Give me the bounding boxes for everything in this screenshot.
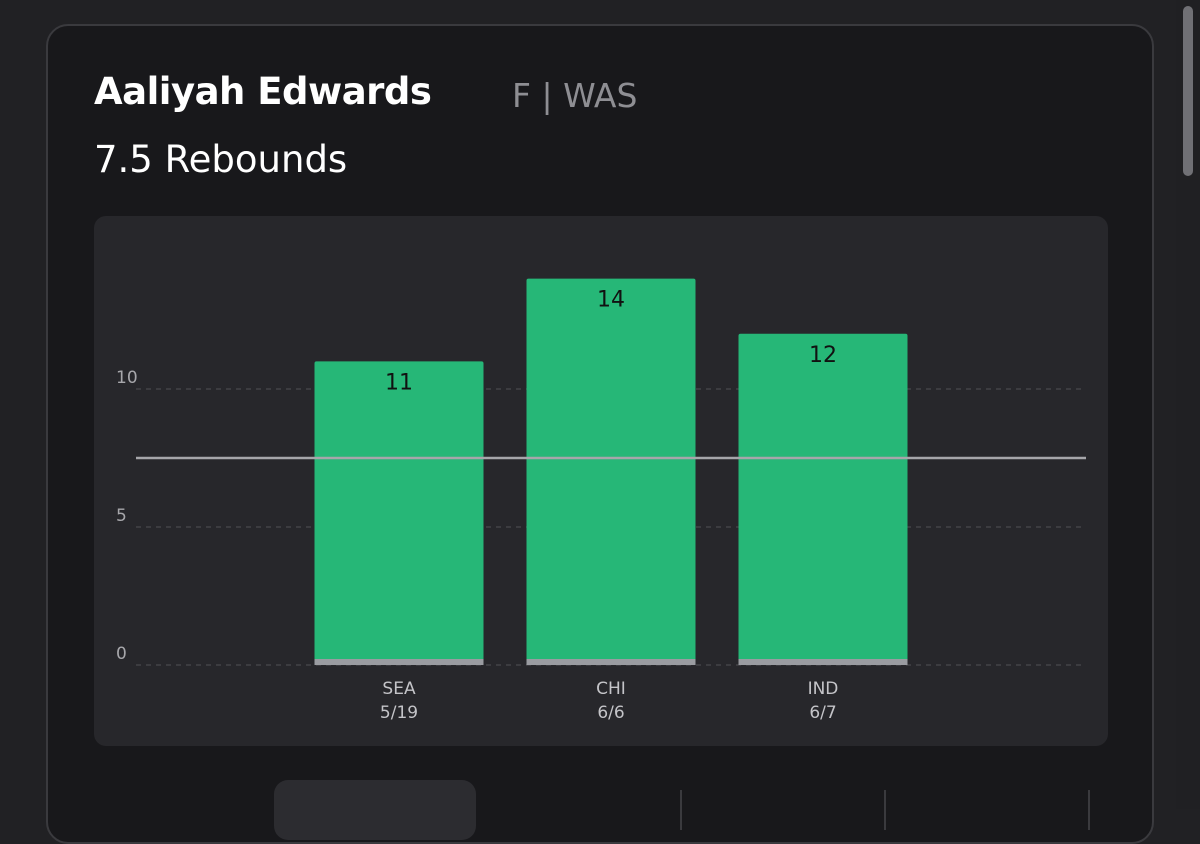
y-tick-label-0: 0 — [116, 644, 127, 664]
tab-selected[interactable] — [274, 780, 476, 840]
y-tick-label-10: 10 — [116, 368, 138, 388]
bar-base-sea — [314, 659, 484, 665]
bar-base-chi — [526, 659, 696, 665]
tab-divider — [680, 790, 682, 830]
x-tick-label-sea: SEA — [382, 679, 416, 699]
bar-ind — [738, 333, 908, 665]
rebounds-chart: 0 5 10 11 SEA 5/19 14 CHI 6/6 12 IND 6/7 — [94, 216, 1108, 746]
data-label-chi: 14 — [597, 288, 625, 313]
x-tick-label-ind: IND — [808, 679, 839, 699]
x-tick-date-ind: 6/7 — [809, 703, 836, 723]
scrollbar-thumb[interactable] — [1183, 6, 1193, 176]
x-tick-label-chi: CHI — [596, 679, 626, 699]
chart-canvas: 0 5 10 11 SEA 5/19 14 CHI 6/6 12 IND 6/7 — [116, 278, 1086, 723]
tab-divider — [1088, 790, 1090, 830]
y-tick-label-5: 5 — [116, 506, 127, 526]
x-tick-date-sea: 5/19 — [380, 703, 418, 723]
tab-bar — [48, 776, 1152, 842]
player-prop-card: Aaliyah Edwards F | WAS 7.5 Rebounds 0 5 1… — [46, 24, 1154, 844]
bar-sea — [314, 361, 484, 665]
bar-base-ind — [738, 659, 908, 665]
player-position-team: F | WAS — [512, 76, 638, 115]
prop-line: 7.5 Rebounds — [94, 138, 348, 181]
tab-divider — [884, 790, 886, 830]
player-name: Aaliyah Edwards — [94, 70, 432, 113]
data-label-ind: 12 — [809, 343, 837, 368]
bar-chi — [526, 278, 696, 665]
x-tick-date-chi: 6/6 — [597, 703, 624, 723]
data-label-sea: 11 — [385, 370, 413, 395]
